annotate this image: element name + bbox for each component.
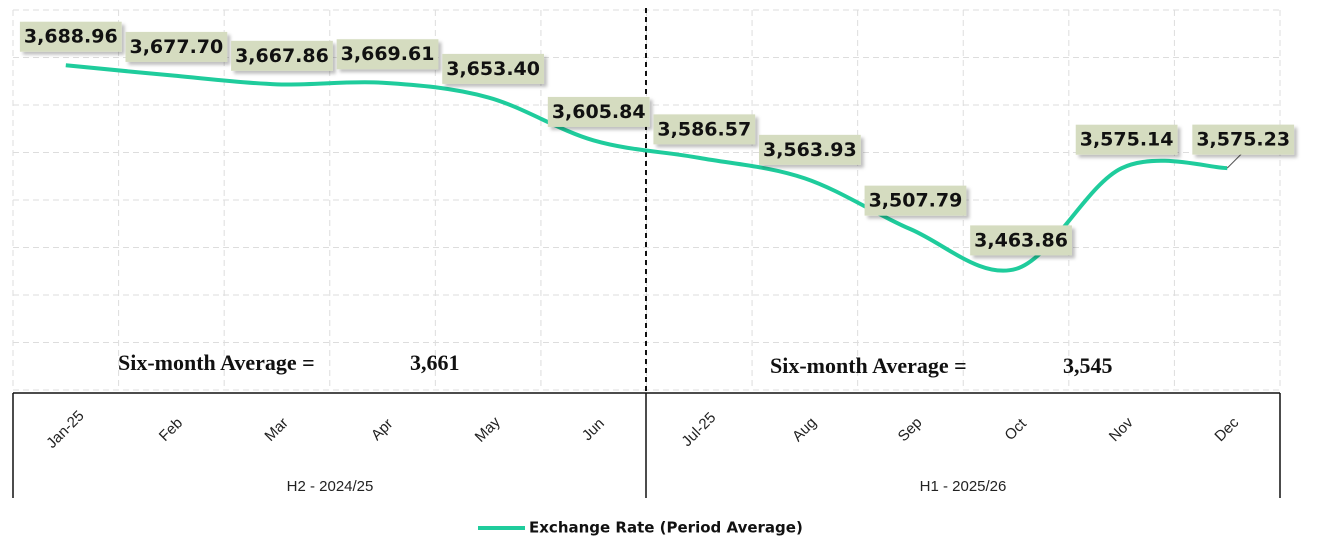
data-label-box [231,40,333,71]
x-tick-label: Apr [368,415,397,444]
data-label-text: 3,586.57 [657,118,751,140]
data-label: 3,653.40 [442,53,545,84]
data-label-box [19,21,122,52]
series-line [65,63,1228,273]
data-label-box [970,225,1072,256]
data-label-box [442,53,545,84]
x-tick-label: Jun [579,415,608,444]
x-tick-label: Jul-25 [678,409,719,450]
data-label-text: 3,605.84 [552,101,646,123]
data-label: 3,575.14 [1075,124,1178,155]
data-label-text: 3,677.70 [129,36,223,58]
data-label: 3,563.93 [758,134,861,165]
annotation-value: 3,545 [1063,353,1113,378]
x-tick-label: Dec [1211,414,1242,445]
data-label-box [864,185,967,216]
annotation-value: 3,661 [410,350,460,375]
data-label-text: 3,507.79 [869,190,963,212]
data-label-box [1192,124,1295,155]
x-tick-label: Oct [1001,415,1030,444]
data-label-text: 3,575.23 [1196,129,1290,151]
data-label-text: 3,667.86 [235,45,329,67]
annotation-text: Six-month Average = [770,353,967,378]
data-label-box [547,96,650,127]
data-label-box [653,114,756,145]
x-tick-label: Mar [261,414,291,444]
data-label-text: 3,688.96 [24,26,118,48]
x-tick-label: Nov [1106,414,1137,445]
data-label: 3,667.86 [231,40,333,71]
data-label-box [758,134,861,165]
data-label-text: 3,463.86 [974,229,1068,251]
x-tick-label: Jan-25 [43,407,87,451]
data-label: 3,605.84 [547,96,650,127]
label-leader [1226,151,1244,169]
data-label: 3,669.61 [336,39,439,70]
data-label-text: 3,669.61 [341,43,435,65]
group-label: H2 - 2024/25 [287,478,374,495]
data-label-text: 3,575.14 [1080,129,1174,151]
data-label-text: 3,653.40 [446,58,540,80]
x-tick-label: May [472,413,504,445]
x-tick-label: Feb [156,414,186,444]
data-label: 3,677.70 [125,31,228,62]
data-label-box [336,39,439,70]
legend-label: Exchange Rate (Period Average) [529,519,803,537]
annotation-text: Six-month Average = [118,350,315,375]
x-tick-label: Aug [789,414,820,445]
data-label: 3,463.86 [970,225,1072,256]
data-label: 3,575.23 [1192,124,1295,155]
data-label-box [1075,124,1178,155]
data-label: 3,586.57 [653,114,756,145]
data-label-box [125,31,228,62]
data-label: 3,507.79 [864,185,967,216]
x-tick-label: Sep [895,414,926,445]
data-label-text: 3,563.93 [763,139,857,161]
group-label: H1 - 2025/26 [920,478,1007,495]
axis-frame [12,8,1281,498]
data-label: 3,688.96 [19,21,122,52]
